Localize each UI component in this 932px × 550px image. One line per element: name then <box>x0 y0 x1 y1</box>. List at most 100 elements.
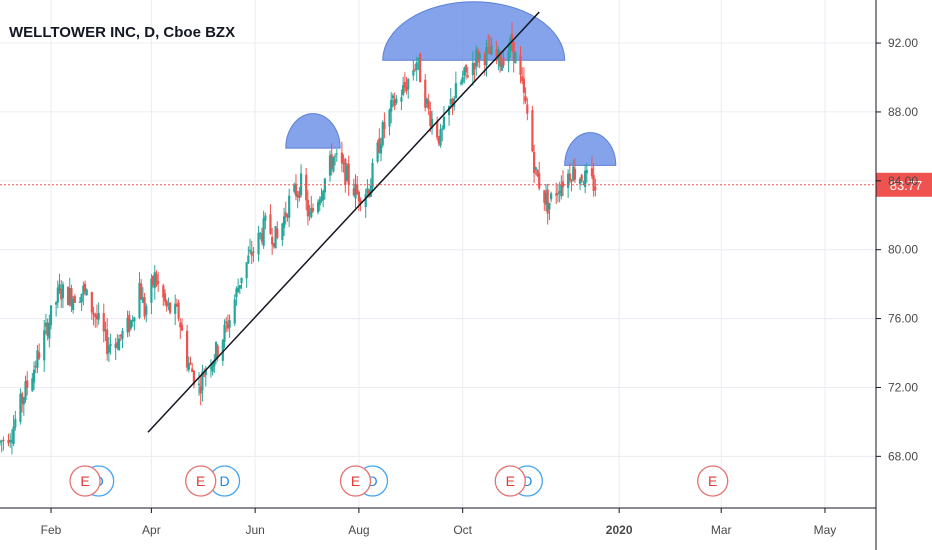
candle-body <box>102 313 105 332</box>
event-markers: DDDDEEEEE <box>69 465 729 497</box>
candle-body <box>405 87 408 91</box>
candle-body <box>44 322 48 327</box>
candle-body <box>585 170 588 174</box>
candle-body <box>192 370 196 385</box>
candle-body <box>521 76 524 82</box>
candle-body <box>578 178 582 184</box>
last-price-label: 83.77 <box>890 178 923 193</box>
candle-body <box>237 287 240 293</box>
candle-body <box>221 340 224 361</box>
candle-body <box>344 158 347 186</box>
candle-body <box>573 168 577 180</box>
candle-body <box>32 369 36 383</box>
candle-body <box>262 218 265 246</box>
candle-body <box>594 187 597 190</box>
candle-body <box>119 334 122 337</box>
candle-body <box>383 122 386 130</box>
candle-body <box>252 251 255 253</box>
candle-body <box>400 97 403 102</box>
candle-body <box>24 381 27 400</box>
candle-body <box>151 276 155 285</box>
candle-body <box>34 365 37 368</box>
candle-body <box>216 345 219 358</box>
candle-body <box>10 440 14 443</box>
candle-body <box>38 352 41 359</box>
candle-body <box>476 49 480 63</box>
candle-body <box>0 441 2 443</box>
candle-body <box>590 168 594 177</box>
candle-body <box>260 234 264 242</box>
candle-body <box>177 302 180 319</box>
candle-body <box>533 151 536 174</box>
candle-body <box>293 185 296 192</box>
candle-body <box>345 166 349 181</box>
candle-body <box>454 83 457 99</box>
candle-body <box>522 78 525 93</box>
candle-body <box>2 439 5 442</box>
candle-body <box>464 64 468 73</box>
earnings-marker <box>69 465 101 497</box>
candle-body <box>441 128 444 130</box>
pattern-arc <box>564 132 617 166</box>
candle-body <box>570 180 573 182</box>
candle-body <box>214 342 218 360</box>
candle-body <box>247 255 250 263</box>
candle-body <box>502 58 505 66</box>
candle-body <box>582 184 585 186</box>
last-price-badge <box>876 172 932 197</box>
candle-body <box>167 303 170 305</box>
candle-body <box>333 155 337 157</box>
x-tick-label: Feb <box>41 523 62 537</box>
candle-body <box>403 81 406 88</box>
candle-body <box>427 100 430 110</box>
candle-body <box>31 378 34 391</box>
candle-body <box>592 174 595 191</box>
candle-body <box>264 215 267 221</box>
earnings-label: E <box>351 473 360 489</box>
candle-body <box>90 292 93 313</box>
candle-body <box>424 79 427 108</box>
candle-body <box>368 190 371 197</box>
candle-body <box>378 138 381 153</box>
candle-body <box>509 37 512 51</box>
candle-body <box>73 296 76 303</box>
candle-body <box>68 288 71 305</box>
candle-body <box>0 440 3 442</box>
candle-body <box>543 190 546 203</box>
candle-body <box>209 367 213 369</box>
candle-body <box>121 330 124 340</box>
candle-body <box>153 272 156 289</box>
candle-body <box>436 121 439 138</box>
candle-body <box>235 288 238 298</box>
candle-body <box>187 363 190 370</box>
candle-body <box>145 306 148 315</box>
candle-body <box>299 173 303 196</box>
candle-body <box>128 314 131 332</box>
candle-body <box>519 55 522 75</box>
candle-body <box>478 53 481 60</box>
candle-body <box>140 283 143 300</box>
candle-body <box>282 216 286 228</box>
candle-body <box>466 75 469 77</box>
candle-body <box>174 303 177 314</box>
candle-body <box>376 142 379 162</box>
candle-body <box>471 62 474 75</box>
x-tick-label: Apr <box>142 523 161 537</box>
y-tick-label: 88.00 <box>888 105 918 119</box>
candle-body <box>211 362 214 372</box>
candle-body <box>272 243 275 247</box>
candle-body <box>510 33 514 45</box>
candle-body <box>364 193 367 208</box>
candle-body <box>429 111 432 127</box>
candle-body <box>288 195 291 218</box>
candle-body <box>92 313 95 315</box>
candle-body <box>560 184 563 197</box>
candle-body <box>356 184 359 194</box>
candle-body <box>19 393 22 422</box>
candle-body <box>66 287 70 306</box>
candle-body <box>250 251 253 256</box>
candle-body <box>281 223 284 241</box>
candle-body <box>538 173 541 189</box>
candle-body <box>449 99 452 105</box>
